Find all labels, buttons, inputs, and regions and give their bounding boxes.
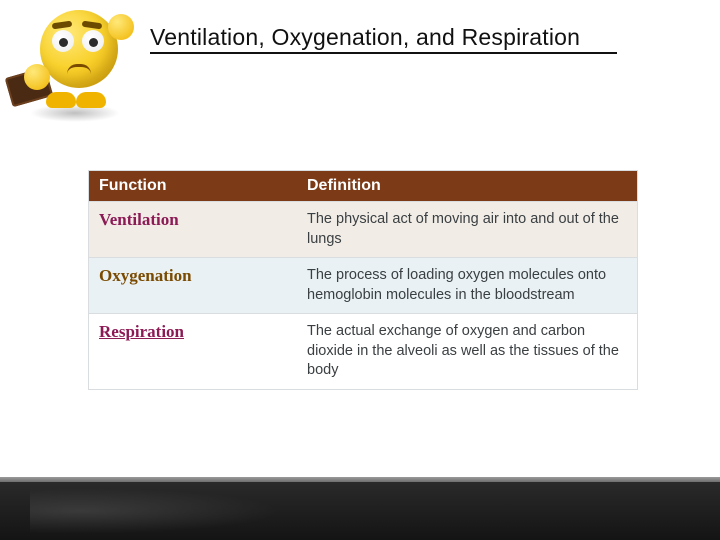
table-row: Ventilation The physical act of moving a… — [89, 201, 637, 257]
function-cell-ventilation: Ventilation — [89, 202, 299, 257]
emoji-eye — [52, 30, 74, 52]
emoji-foot — [76, 92, 106, 108]
emoji-mouth — [67, 64, 91, 74]
emoji-pupil — [89, 38, 98, 47]
definition-cell: The physical act of moving air into and … — [299, 202, 637, 257]
emoji-pupil — [59, 38, 68, 47]
emoji-foot — [46, 92, 76, 108]
title-underline — [150, 52, 617, 54]
definition-cell: The process of loading oxygen molecules … — [299, 258, 637, 313]
emoji-hand — [24, 64, 50, 90]
definitions-table: Function Definition Ventilation The phys… — [88, 170, 638, 390]
emoji-brow — [82, 21, 103, 30]
emoji-face — [40, 10, 118, 88]
table-header-function: Function — [89, 177, 299, 195]
emoji-hand — [108, 14, 134, 40]
table-header-definition: Definition — [299, 177, 637, 195]
slide-title: Ventilation, Oxygenation, and Respiratio… — [150, 24, 580, 51]
table-row: Oxygenation The process of loading oxyge… — [89, 257, 637, 313]
table-row: Respiration The actual exchange of oxyge… — [89, 313, 637, 389]
emoji-shadow — [30, 104, 120, 122]
footer-glow — [30, 488, 280, 534]
function-cell-respiration: Respiration — [89, 314, 299, 389]
footer-bar — [0, 482, 720, 540]
function-cell-oxygenation: Oxygenation — [89, 258, 299, 313]
emoji-eye — [82, 30, 104, 52]
slide: Ventilation, Oxygenation, and Respiratio… — [0, 0, 720, 540]
definition-cell: The actual exchange of oxygen and carbon… — [299, 314, 637, 389]
thinking-emoji-icon — [10, 6, 140, 126]
table-header-row: Function Definition — [89, 171, 637, 201]
emoji-brow — [52, 21, 73, 30]
